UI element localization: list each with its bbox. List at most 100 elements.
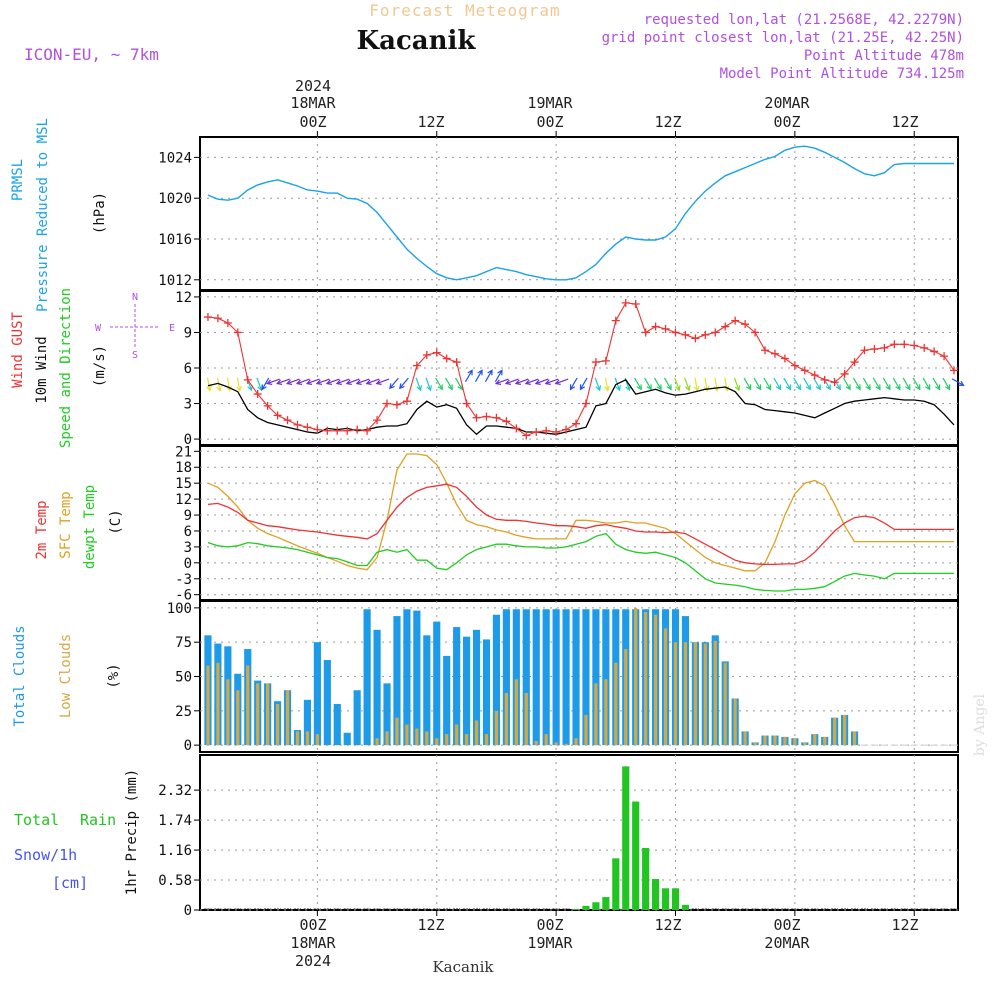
wind-gust-marker bbox=[383, 399, 392, 408]
precip-rain-bar bbox=[681, 904, 690, 910]
precip-legend-snow: Snow/1h bbox=[14, 846, 77, 864]
wind-arrow-shaft bbox=[356, 378, 370, 385]
cloud-low-bar bbox=[723, 662, 727, 746]
wind-ytick-label-0: 0 bbox=[184, 432, 192, 448]
cloud-low-bar bbox=[236, 690, 240, 746]
wind-direction-arrow bbox=[226, 377, 232, 392]
cloud-total-bar bbox=[333, 703, 341, 746]
station-title: Kacanik bbox=[357, 26, 477, 56]
wind-gust-marker bbox=[830, 378, 839, 387]
wind-arrow-head bbox=[295, 379, 303, 385]
wind-direction-arrow bbox=[773, 377, 782, 391]
wind-arrow-head bbox=[723, 385, 730, 392]
cloud-low-bar bbox=[445, 734, 449, 746]
cloud-low-bar bbox=[544, 734, 548, 746]
wind-gust-marker bbox=[522, 431, 531, 440]
cloud-low-bar bbox=[305, 731, 310, 746]
cloud-ytick-label-2: 50 bbox=[175, 670, 192, 686]
pressure-ytick-label-0: 1012 bbox=[158, 273, 192, 289]
wind-arrow-head bbox=[895, 384, 901, 391]
cloud-low-bar bbox=[604, 679, 608, 746]
temp-ytick-label-1: -3 bbox=[175, 572, 192, 588]
wind-direction-arrow bbox=[554, 378, 569, 385]
temp-ytick-label-6: 12 bbox=[175, 492, 192, 508]
wind-arrow-head bbox=[524, 379, 531, 385]
wind-arrow-head bbox=[675, 385, 681, 392]
cloud-low-bar bbox=[693, 642, 697, 746]
bottom-tick-label-2: 00Z bbox=[536, 916, 563, 934]
cloud-low-bar bbox=[464, 734, 469, 746]
wind-direction-arrow bbox=[644, 377, 652, 391]
wind-direction-arrow bbox=[375, 378, 390, 385]
cloud-total-bar bbox=[562, 609, 570, 746]
wind-arrow-shaft bbox=[569, 377, 578, 390]
wind-arrow-head bbox=[315, 379, 323, 385]
temp-sfc-line bbox=[207, 453, 954, 572]
wind-direction-arrow bbox=[753, 377, 762, 391]
cloud-total-bar bbox=[512, 609, 520, 746]
wind-arrow-shaft bbox=[862, 377, 871, 390]
wind-arrow-head bbox=[925, 384, 931, 391]
wind-direction-arrow bbox=[922, 377, 931, 391]
wind-arrow-head bbox=[504, 379, 512, 385]
cloud-panel: 0 25 50 75 100 bbox=[167, 600, 959, 754]
pressure-labels: PRMSL Pressure Reduced to MSL (hPa) bbox=[10, 118, 108, 312]
wind-arrow-shaft bbox=[336, 378, 350, 385]
wind-direction-arrow bbox=[445, 377, 453, 391]
cloud-low-bar bbox=[216, 662, 220, 746]
wind-direction-arrow bbox=[684, 377, 691, 392]
wind-direction-arrow bbox=[793, 377, 801, 391]
compass-w: W bbox=[95, 323, 102, 334]
wind-direction-arrow bbox=[494, 378, 509, 385]
temp-ytick-label-3: 3 bbox=[184, 540, 192, 556]
wind-gust-marker bbox=[890, 340, 899, 349]
cloud-low-bar bbox=[763, 735, 767, 746]
cloud-low-bar bbox=[385, 731, 389, 746]
precip-labels: Total Rain Snow/1h [cm] 1hr Precip (mm) bbox=[14, 769, 140, 895]
cloud-total-bar bbox=[582, 609, 590, 746]
wind-direction-arrow bbox=[862, 377, 871, 391]
wind-gust-marker bbox=[402, 397, 411, 406]
wind-gust-marker bbox=[392, 400, 401, 409]
precip-rain-bar bbox=[642, 848, 650, 910]
wind-arrow-shaft bbox=[604, 377, 609, 391]
wind-arrow-shaft bbox=[389, 377, 399, 389]
wind-arrow-shaft bbox=[226, 377, 231, 391]
wind-arrow-shaft bbox=[445, 377, 453, 390]
wind-arrow-shaft bbox=[634, 377, 642, 390]
wind-gust-marker bbox=[920, 343, 929, 352]
cloud-low-bar bbox=[773, 735, 777, 746]
wind-arrow-shaft bbox=[484, 370, 493, 383]
cloud-total-bar bbox=[423, 635, 431, 746]
cloud-total-bar bbox=[403, 609, 411, 746]
precip-frame bbox=[199, 754, 959, 911]
wind-gust-marker bbox=[701, 330, 710, 339]
wind-arrow-shaft bbox=[694, 377, 698, 391]
wind-gust-marker bbox=[840, 369, 849, 378]
compass-s: S bbox=[132, 350, 138, 361]
cloud-low-bar bbox=[266, 683, 270, 746]
wind-arrow-head bbox=[765, 384, 772, 391]
cloud-low-bar bbox=[455, 724, 459, 746]
wind-arrow-shaft bbox=[852, 377, 861, 390]
compass-e: E bbox=[169, 323, 175, 334]
wind-arrow-head bbox=[236, 385, 242, 392]
wind-arrow-head bbox=[569, 384, 576, 391]
cloud-low-bar bbox=[614, 662, 618, 746]
wind-direction-arrow bbox=[494, 369, 503, 383]
wind-arrow-head bbox=[375, 379, 382, 385]
wind-arrow-shaft bbox=[594, 377, 601, 391]
requested-coordinates: requested lon,lat (21.2568E, 42.2279N) bbox=[644, 12, 964, 28]
wind-arrow-shaft bbox=[653, 377, 662, 390]
wind-arrow-head bbox=[875, 384, 881, 391]
wind-arrow-head bbox=[345, 379, 352, 385]
wind-arrow-shaft bbox=[515, 378, 529, 385]
wind-arrow-head bbox=[544, 379, 551, 385]
precip-legend-total: Total bbox=[14, 811, 59, 829]
cloud-low-bar bbox=[783, 736, 787, 746]
wind-gust-marker bbox=[353, 425, 362, 434]
cloud-low-bar bbox=[594, 683, 598, 746]
wind-label-speed-dir: Speed and Direction bbox=[58, 288, 74, 448]
wind-arrow-head bbox=[514, 379, 521, 385]
wind-gust-marker bbox=[731, 316, 740, 325]
